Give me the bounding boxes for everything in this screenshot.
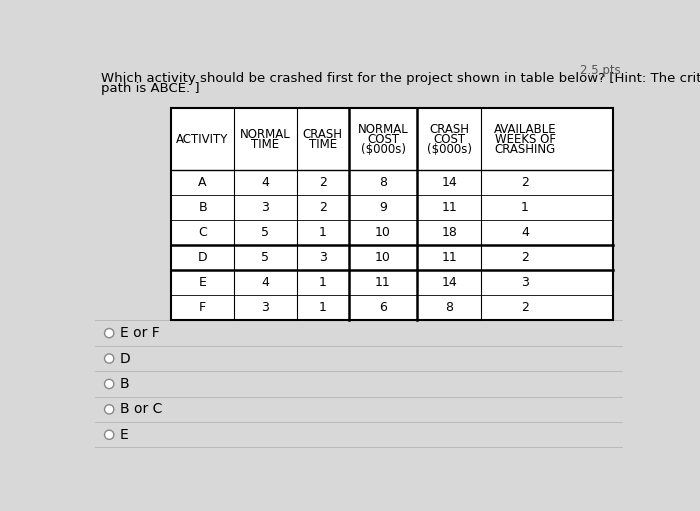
Text: 9: 9 (379, 201, 387, 214)
Circle shape (104, 354, 114, 363)
Text: 2: 2 (521, 251, 529, 264)
Text: F: F (199, 301, 206, 314)
Text: NORMAL: NORMAL (240, 128, 290, 141)
Text: 10: 10 (375, 251, 391, 264)
Text: B: B (198, 201, 207, 214)
Text: COST: COST (367, 132, 399, 146)
Text: CRASHING: CRASHING (494, 143, 556, 156)
Text: 2: 2 (318, 176, 327, 189)
Text: TIME: TIME (251, 137, 279, 151)
Text: A: A (198, 176, 206, 189)
Text: 3: 3 (261, 201, 270, 214)
Text: B: B (120, 377, 130, 391)
Text: 2: 2 (318, 201, 327, 214)
Text: 6: 6 (379, 301, 387, 314)
Text: E: E (199, 276, 206, 289)
Text: 5: 5 (261, 251, 270, 264)
Text: CRASH: CRASH (429, 123, 469, 135)
Text: 5: 5 (261, 226, 270, 239)
Bar (172, 108, 613, 170)
Text: 1: 1 (318, 276, 327, 289)
Text: TIME: TIME (309, 137, 337, 151)
Text: path is ABCE. ]: path is ABCE. ] (102, 82, 200, 95)
Text: E: E (120, 428, 129, 442)
Text: 4: 4 (521, 226, 529, 239)
Text: ($000s): ($000s) (360, 143, 405, 156)
Text: D: D (198, 251, 207, 264)
Text: 4: 4 (261, 276, 270, 289)
Text: CRASH: CRASH (302, 128, 343, 141)
Text: 4: 4 (261, 176, 270, 189)
Bar (172, 108, 613, 320)
Text: Which activity should be crashed first for the project shown in table below? [Hi: Which activity should be crashed first f… (102, 72, 700, 85)
Text: 1: 1 (318, 301, 327, 314)
Text: 14: 14 (442, 176, 457, 189)
Text: E or F: E or F (120, 326, 160, 340)
Circle shape (104, 405, 114, 414)
Text: ACTIVITY: ACTIVITY (176, 132, 229, 146)
Text: 3: 3 (318, 251, 327, 264)
Bar (172, 220, 613, 245)
Bar (172, 170, 613, 195)
Text: 3: 3 (261, 301, 270, 314)
Text: 11: 11 (375, 276, 391, 289)
Text: 11: 11 (442, 201, 457, 214)
Circle shape (104, 329, 114, 338)
Circle shape (104, 379, 114, 388)
Text: NORMAL: NORMAL (358, 123, 408, 135)
Text: 14: 14 (442, 276, 457, 289)
Text: WEEKS OF: WEEKS OF (494, 132, 556, 146)
Circle shape (104, 430, 114, 439)
Text: 11: 11 (442, 251, 457, 264)
Bar (172, 295, 613, 320)
Text: C: C (198, 226, 207, 239)
Text: 1: 1 (521, 201, 529, 214)
Text: AVAILABLE: AVAILABLE (494, 123, 556, 135)
Text: 18: 18 (441, 226, 457, 239)
Text: 10: 10 (375, 226, 391, 239)
Text: B or C: B or C (120, 402, 162, 416)
Text: 2: 2 (521, 176, 529, 189)
Text: D: D (120, 352, 131, 365)
Text: COST: COST (433, 132, 466, 146)
Bar (172, 245, 613, 270)
Text: 8: 8 (379, 176, 387, 189)
Bar (172, 270, 613, 295)
Text: 2: 2 (521, 301, 529, 314)
Text: ($000s): ($000s) (427, 143, 472, 156)
Bar (172, 195, 613, 220)
Text: 1: 1 (318, 226, 327, 239)
Text: 8: 8 (445, 301, 454, 314)
Text: 2.5 pts: 2.5 pts (580, 64, 621, 77)
Text: 3: 3 (521, 276, 529, 289)
